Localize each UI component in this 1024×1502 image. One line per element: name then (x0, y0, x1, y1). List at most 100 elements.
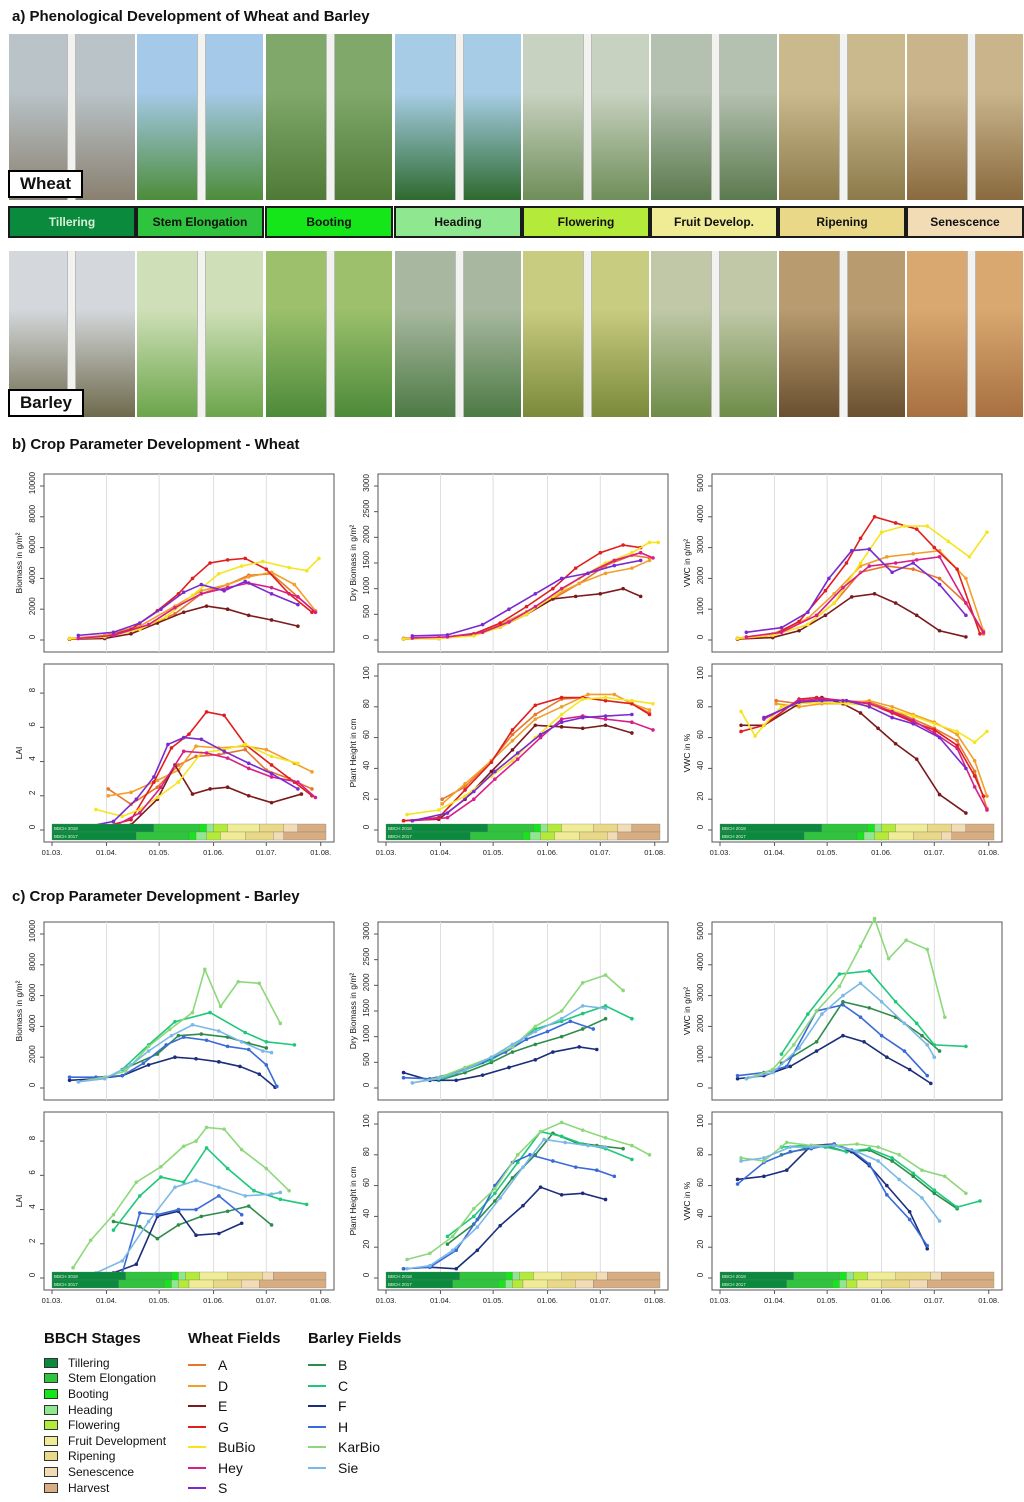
data-point (515, 1153, 520, 1157)
series-line (69, 1056, 276, 1088)
bbch-segment (259, 1279, 327, 1289)
data-point (181, 735, 186, 740)
bbch-row-label: BBCH 2018 (388, 1274, 412, 1279)
bbch-segment (498, 1279, 506, 1289)
data-point (858, 711, 863, 715)
data-point (111, 819, 116, 824)
x-tick-label: 01.03. (42, 1296, 63, 1305)
legend-swatch (44, 1404, 58, 1415)
data-point (872, 515, 877, 519)
y-tick-label: 8 (28, 1135, 37, 1140)
data-point (225, 785, 230, 790)
series-line (441, 696, 650, 800)
legend-label: D (218, 1377, 229, 1394)
data-point (594, 1168, 599, 1172)
data-point (463, 1070, 467, 1075)
bbch-row-label: BBCH 2018 (54, 1274, 78, 1279)
barley-photo-2 (136, 250, 264, 418)
data-point (405, 1266, 409, 1271)
plot-frame (711, 1111, 1003, 1291)
data-point (269, 1050, 274, 1055)
data-point (985, 729, 989, 734)
legend-item: KarBio (308, 1437, 401, 1458)
data-point (475, 1225, 480, 1229)
y-tick-label: 100 (362, 1114, 371, 1128)
bbch-segment (554, 831, 580, 841)
data-point (236, 979, 240, 984)
legend-item: D (188, 1376, 281, 1397)
data-point (225, 585, 230, 590)
data-point (106, 787, 111, 791)
data-point (580, 726, 585, 731)
chart-panel: 0 500 1000 1500 2000 2500 3000 Dry Biomass in g… (348, 473, 669, 653)
wheat-photo-4 (394, 33, 522, 201)
data-point (937, 1219, 942, 1223)
data-point (67, 637, 72, 642)
data-point (243, 742, 248, 747)
y-tick-label: 4 (28, 1204, 37, 1209)
data-point (814, 1049, 819, 1053)
y-axis-label: VWC in % (682, 733, 692, 772)
data-point (264, 768, 269, 772)
data-point (129, 817, 133, 822)
data-point (472, 632, 476, 636)
data-point (454, 1078, 459, 1083)
data-point (551, 1050, 555, 1054)
data-point (480, 622, 485, 627)
data-point (937, 792, 942, 797)
data-point (510, 758, 515, 763)
heading-wheat: b) Crop Parameter Development - Wheat (12, 436, 300, 453)
data-point (454, 1248, 459, 1253)
data-point (498, 1196, 502, 1200)
data-point (893, 521, 898, 525)
data-point (194, 1139, 198, 1143)
legend-line (188, 1466, 206, 1469)
bbch-segment (512, 1271, 520, 1281)
data-point (252, 1188, 256, 1193)
data-point (911, 720, 916, 724)
data-point (111, 1212, 116, 1217)
data-point (814, 1040, 819, 1044)
data-point (630, 1157, 634, 1162)
data-point (797, 619, 801, 624)
data-point (401, 1266, 406, 1271)
x-tick-label: 01.04. (764, 848, 785, 857)
data-point (515, 751, 520, 755)
data-point (480, 1060, 485, 1065)
bbch-row-label: BBCH 2017 (388, 1282, 412, 1287)
series-line (72, 1126, 290, 1269)
series-line (78, 750, 316, 830)
data-point (647, 711, 652, 715)
legend-line (308, 1364, 326, 1367)
y-tick-label: 20 (696, 1239, 705, 1248)
data-point (932, 721, 937, 726)
data-point (603, 717, 608, 721)
data-point (472, 634, 476, 638)
data-point (440, 802, 445, 806)
data-point (246, 1041, 251, 1046)
bbch-segment (505, 1279, 513, 1289)
data-point (735, 636, 740, 641)
data-point (538, 1185, 543, 1189)
data-point (194, 754, 198, 759)
legend-item: Booting (44, 1386, 166, 1402)
data-point (823, 613, 828, 618)
data-point (528, 1153, 532, 1157)
measuring-stick (967, 34, 976, 200)
y-axis-label: Biomass in g/m² (14, 532, 24, 593)
data-point (832, 1143, 836, 1148)
data-point (239, 1221, 244, 1226)
data-point (603, 1006, 608, 1011)
data-point (159, 785, 163, 790)
heading-barley: c) Crop Parameter Development - Barley (12, 888, 300, 905)
data-point (806, 610, 810, 615)
data-point (932, 545, 937, 550)
data-point (463, 794, 467, 798)
data-point (269, 571, 274, 576)
data-point (809, 1145, 814, 1149)
data-point (246, 575, 251, 579)
data-point (770, 633, 775, 638)
data-point (239, 1040, 244, 1044)
data-point (841, 698, 845, 703)
x-tick-label: 01.04. (96, 848, 117, 857)
